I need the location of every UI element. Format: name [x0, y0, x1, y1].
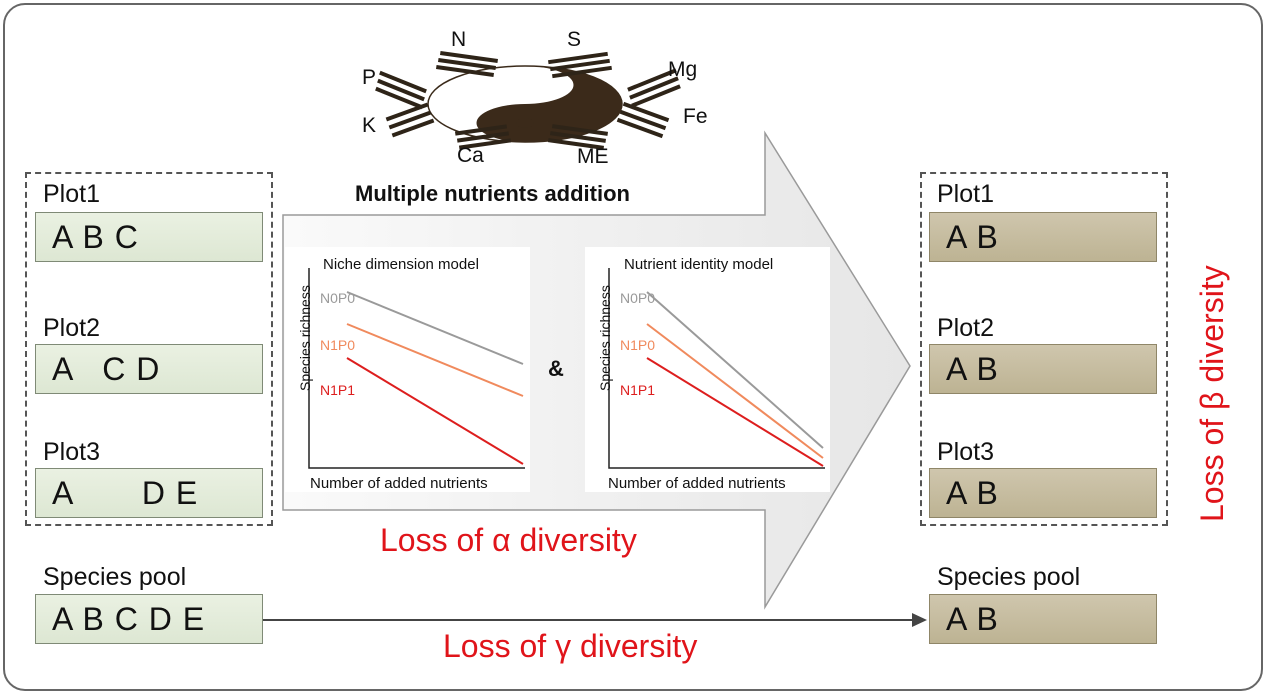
- niche-line-label-n1p1: N1P1: [320, 382, 356, 398]
- nutrient-p-label: P: [362, 66, 377, 89]
- before-plot3-box: A D E: [35, 468, 263, 518]
- nutrient-fe-label: Fe: [683, 105, 708, 128]
- niche-model-ylabel: Species richness: [297, 285, 313, 391]
- identity-axes: [608, 268, 825, 469]
- identity-model-ylabel: Species richness: [597, 285, 613, 391]
- beta-loss-label: Loss of β diversity: [1194, 265, 1230, 522]
- niche-axes: [308, 268, 525, 469]
- nutrient-ca-label: Ca: [457, 144, 484, 167]
- gamma-loss-label: Loss of γ diversity: [443, 628, 698, 664]
- niche-model-panel: [285, 247, 530, 492]
- before-plot2-box: A C D: [35, 344, 263, 394]
- after-pool-label: Species pool: [937, 563, 1081, 591]
- nutrient-s-label: S: [567, 28, 582, 51]
- nutrient-mg-label: Mg: [668, 58, 698, 81]
- niche-line-n1p0: [346, 323, 524, 397]
- niche-model-graph: [308, 268, 525, 469]
- alpha-loss-label: Loss of α diversity: [380, 522, 637, 558]
- nutrient-n-label: N: [451, 28, 467, 51]
- after-plot2-box: A B: [929, 344, 1157, 394]
- identity-line-n1p0: [646, 323, 824, 459]
- after-plot1-label: Plot1: [937, 180, 994, 208]
- niche-line-label-n1p0: N1P0: [320, 337, 356, 353]
- nutrient-me-label: ME: [577, 145, 609, 168]
- treatment-title: Multiple nutrients addition: [355, 181, 630, 206]
- models-connector: &: [548, 356, 564, 381]
- before-plots-group: [25, 172, 273, 526]
- before-plot3-label: Plot3: [43, 438, 100, 466]
- after-plots-group: [920, 172, 1168, 526]
- identity-model-xlabel: Number of added nutrients: [608, 475, 786, 492]
- niche-model-xlabel: Number of added nutrients: [310, 475, 488, 492]
- niche-line-n1p1: [346, 357, 524, 465]
- after-pool-box: A B: [929, 594, 1157, 644]
- niche-line-n0p0: [346, 291, 524, 365]
- niche-line-label-n0p0: N0P0: [320, 290, 356, 306]
- niche-model-title: Niche dimension model: [323, 256, 479, 273]
- identity-line-label-n0p0: N0P0: [620, 290, 656, 306]
- identity-model-title: Nutrient identity model: [624, 256, 774, 273]
- before-pool-label: Species pool: [43, 563, 187, 591]
- identity-model-graph: [608, 268, 825, 469]
- after-plot2-label: Plot2: [937, 314, 994, 342]
- before-pool-box: A B C D E: [35, 594, 263, 644]
- identity-line-n1p1: [646, 357, 824, 467]
- identity-line-label-n1p0: N1P0: [620, 337, 656, 353]
- nutrient-k-label: K: [362, 114, 377, 137]
- before-plot1-box: A B C: [35, 212, 263, 262]
- before-plot1-label: Plot1: [43, 180, 100, 208]
- after-plot1-box: A B: [929, 212, 1157, 262]
- before-plot2-label: Plot2: [43, 314, 100, 342]
- after-plot3-box: A B: [929, 468, 1157, 518]
- after-plot3-label: Plot3: [937, 438, 994, 466]
- trigram-marks: [375, 50, 681, 150]
- identity-line-label-n1p1: N1P1: [620, 382, 656, 398]
- identity-line-n0p0: [646, 291, 824, 449]
